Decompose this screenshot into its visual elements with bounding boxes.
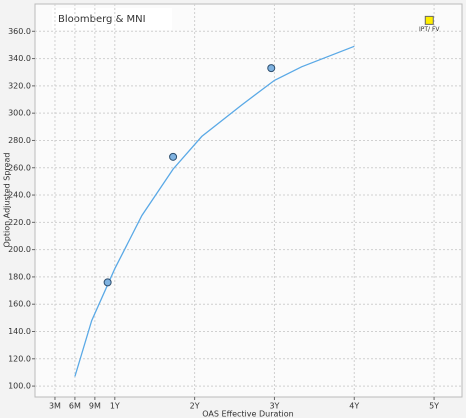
y-tick-label: 280.0 [8,136,31,145]
ipt-marker [424,15,434,25]
data-point [103,278,112,287]
marker-label: IPT/ FV [419,26,440,33]
x-tick-label: 5Y [429,402,439,411]
title-box [52,8,172,30]
y-tick-label: 300.0 [8,109,31,118]
chart-title: Bloomberg & MNI [58,14,146,25]
y-tick-label: 320.0 [8,81,31,90]
x-axis-title: OAS Effective Duration [202,410,293,418]
x-tick-label: 1Y [110,402,120,411]
x-tick-label: 3Y [269,402,279,411]
y-tick-label: 260.0 [8,163,31,172]
y-tick-label: 120.0 [8,354,31,363]
x-tick-label: 3M [49,402,61,411]
x-tick-label: 4Y [349,402,359,411]
plot-area [34,3,463,398]
y-tick-label: 240.0 [8,191,31,200]
y-tick-label: 160.0 [8,300,31,309]
x-tick-label: 2Y [190,402,200,411]
y-tick-label: 220.0 [8,218,31,227]
y-axis-title: Option Adjusted Spread [3,153,12,248]
x-tick-label: 6M [69,402,81,411]
x-tick-label: 9M [89,402,101,411]
data-point [169,152,178,161]
y-tick-label: 100.0 [8,382,31,391]
data-point [267,64,276,73]
y-tick-label: 360.0 [8,27,31,36]
y-tick-label: 200.0 [8,245,31,254]
curve [74,45,355,377]
y-tick-label: 140.0 [8,327,31,336]
y-tick-label: 340.0 [8,54,31,63]
y-tick-label: 180.0 [8,272,31,281]
